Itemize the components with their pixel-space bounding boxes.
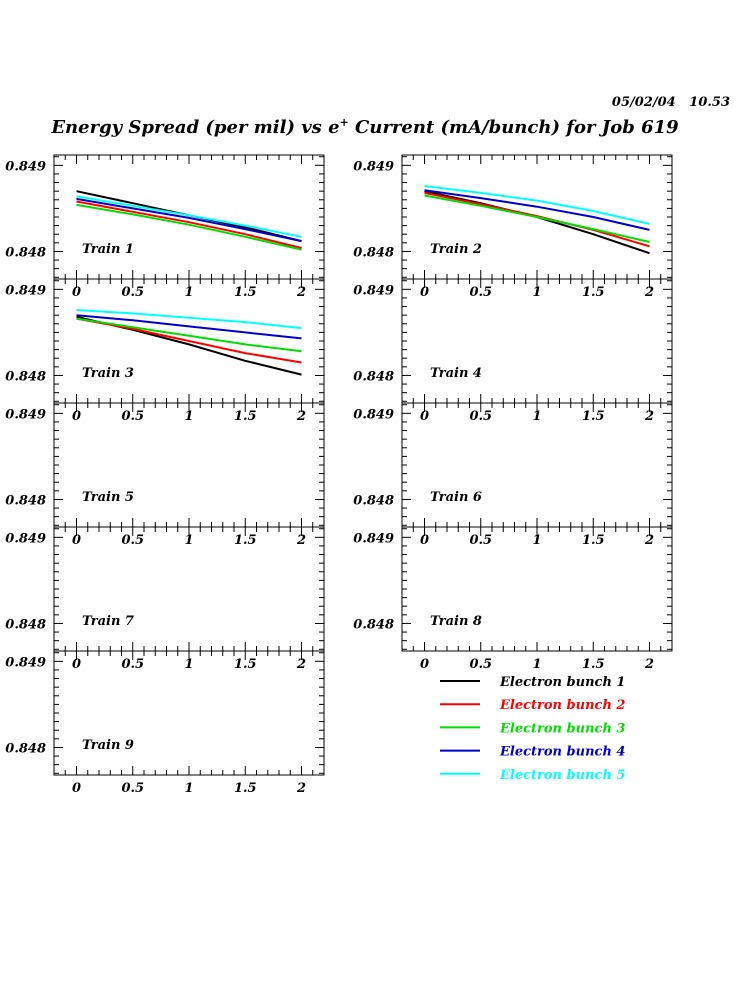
panel-1-xtick-label: 2 bbox=[296, 285, 306, 300]
panel-7-xtick-label: 2 bbox=[296, 657, 306, 672]
panel-6-xtick-label: 2 bbox=[644, 533, 654, 548]
panel-6-xtick-label: 0 bbox=[420, 533, 429, 548]
title-superscript: + bbox=[339, 116, 349, 129]
panel-8-ytick-label: 0.848 bbox=[353, 617, 394, 632]
panel-5-xtick-label: 1.5 bbox=[234, 533, 257, 548]
panel-2-xtick-label: 0 bbox=[420, 285, 429, 300]
panel-8-label: Train 8 bbox=[430, 614, 482, 629]
panel-3-series-4-line bbox=[76, 314, 302, 340]
panel-9-xtick-label: 0 bbox=[72, 781, 81, 796]
date-text: 05/02/04 bbox=[611, 95, 676, 110]
panel-2-ytick-label: 0.848 bbox=[353, 245, 394, 260]
panel-9-label: Train 9 bbox=[82, 738, 134, 753]
panel-9-ytick-label: 0.848 bbox=[5, 741, 46, 756]
panel-1-series-2-line bbox=[76, 200, 302, 249]
panel-9-xtick-label: 2 bbox=[296, 781, 306, 796]
panel-1-ytick-label: 0.849 bbox=[5, 159, 46, 174]
panel-7-xtick-label: 0 bbox=[72, 657, 81, 672]
panel-4-label: Train 4 bbox=[430, 366, 482, 381]
title-prefix: Energy Spread (per mil) vs e bbox=[51, 117, 340, 138]
panel-6-ytick-label: 0.849 bbox=[353, 407, 394, 422]
panel-2-series-3-line bbox=[424, 194, 650, 243]
panel-2-xtick-label: 1.5 bbox=[582, 285, 605, 300]
panel-3-ytick-label: 0.849 bbox=[5, 283, 46, 298]
panel-9-xtick-label: 1.5 bbox=[234, 781, 257, 796]
panel-5-xtick-label: 0 bbox=[72, 533, 81, 548]
panel-6-xtick-label: 1.5 bbox=[582, 533, 605, 548]
panel-1-series-3-line bbox=[76, 203, 302, 251]
panel-1-xtick-label: 0.5 bbox=[121, 285, 144, 300]
panel-7-label: Train 7 bbox=[82, 614, 134, 629]
panel-8-xtick-label: 1.5 bbox=[582, 657, 605, 672]
panel-3-xtick-label: 0 bbox=[72, 409, 81, 424]
legend-label-4: Electron bunch 4 bbox=[499, 745, 625, 760]
panel-4-xtick-label: 0.5 bbox=[469, 409, 492, 424]
panel-5-ytick-label: 0.849 bbox=[5, 407, 46, 422]
legend-label-1: Electron bunch 1 bbox=[499, 675, 625, 690]
panel-1-series-5-line bbox=[76, 195, 302, 238]
panel-3-xtick-label: 0.5 bbox=[121, 409, 144, 424]
panel-5-xtick-label: 1 bbox=[184, 533, 193, 548]
panel-8-xtick-label: 2 bbox=[644, 657, 654, 672]
panel-3-xtick-label: 1 bbox=[184, 409, 193, 424]
title-suffix: Current (mA/bunch) for Job 619 bbox=[348, 117, 679, 138]
chart-title: Energy Spread (per mil) vs e+ Current (m… bbox=[0, 116, 730, 138]
panel-6-ytick-label: 0.848 bbox=[353, 493, 394, 508]
panel-2-series-5-line bbox=[424, 185, 650, 225]
panel-9-ytick-label: 0.849 bbox=[5, 655, 46, 670]
panel-3-xtick-label: 1.5 bbox=[234, 409, 257, 424]
panel-9-xtick-label: 0.5 bbox=[121, 781, 144, 796]
legend-label-2: Electron bunch 2 bbox=[499, 698, 625, 713]
panel-4-xtick-label: 2 bbox=[644, 409, 654, 424]
panel-7-xtick-label: 1 bbox=[184, 657, 193, 672]
panel-1-series-4-line bbox=[76, 197, 302, 243]
panel-2-xtick-label: 0.5 bbox=[469, 285, 492, 300]
panel-5-xtick-label: 2 bbox=[296, 533, 306, 548]
panel-8-xtick-label: 0.5 bbox=[469, 657, 492, 672]
panel-3-label: Train 3 bbox=[82, 366, 134, 381]
panel-6-xtick-label: 1 bbox=[532, 533, 541, 548]
panel-2-series-4-line bbox=[424, 189, 650, 231]
panel-8-xtick-label: 1 bbox=[532, 657, 541, 672]
panel-4-ytick-label: 0.848 bbox=[353, 369, 394, 384]
panel-1-label: Train 1 bbox=[82, 242, 134, 257]
panel-5-ytick-label: 0.848 bbox=[5, 493, 46, 508]
panel-1-ytick-label: 0.848 bbox=[5, 245, 46, 260]
panel-9-xtick-label: 1 bbox=[184, 781, 193, 796]
panel-2-label: Train 2 bbox=[430, 242, 482, 257]
panel-5-label: Train 5 bbox=[82, 490, 134, 505]
panel-8-xtick-label: 0 bbox=[420, 657, 429, 672]
panel-3-ytick-label: 0.848 bbox=[5, 369, 46, 384]
panel-1-xtick-label: 0 bbox=[72, 285, 81, 300]
panel-8-ytick-label: 0.849 bbox=[353, 531, 394, 546]
panel-7-xtick-label: 0.5 bbox=[121, 657, 144, 672]
panel-6-xtick-label: 0.5 bbox=[469, 533, 492, 548]
panel-3-series-5-line bbox=[76, 309, 302, 330]
panel-4-xtick-label: 1.5 bbox=[582, 409, 605, 424]
legend-label-3: Electron bunch 3 bbox=[499, 721, 625, 736]
legend-label-5: Electron bunch 5 bbox=[499, 768, 625, 783]
panel-4-ytick-label: 0.849 bbox=[353, 283, 394, 298]
panel-2-xtick-label: 1 bbox=[532, 285, 541, 300]
panel-6-label: Train 6 bbox=[430, 490, 482, 505]
timestamp: 05/02/04 10.53 bbox=[560, 95, 730, 110]
panel-5-xtick-label: 0.5 bbox=[121, 533, 144, 548]
panel-4-xtick-label: 0 bbox=[420, 409, 429, 424]
panel-3-series-2-line bbox=[76, 317, 302, 364]
panel-7-xtick-label: 1.5 bbox=[234, 657, 257, 672]
panel-7-ytick-label: 0.848 bbox=[5, 617, 46, 632]
panel-4-xtick-label: 1 bbox=[532, 409, 541, 424]
panel-2-ytick-label: 0.849 bbox=[353, 159, 394, 174]
panel-2-xtick-label: 2 bbox=[644, 285, 654, 300]
time-text: 10.53 bbox=[689, 95, 730, 110]
panel-3-xtick-label: 2 bbox=[296, 409, 306, 424]
panel-3-series-3-line bbox=[76, 317, 302, 353]
panel-1-xtick-label: 1 bbox=[184, 285, 193, 300]
panel-1-xtick-label: 1.5 bbox=[234, 285, 257, 300]
panel-7-ytick-label: 0.849 bbox=[5, 531, 46, 546]
